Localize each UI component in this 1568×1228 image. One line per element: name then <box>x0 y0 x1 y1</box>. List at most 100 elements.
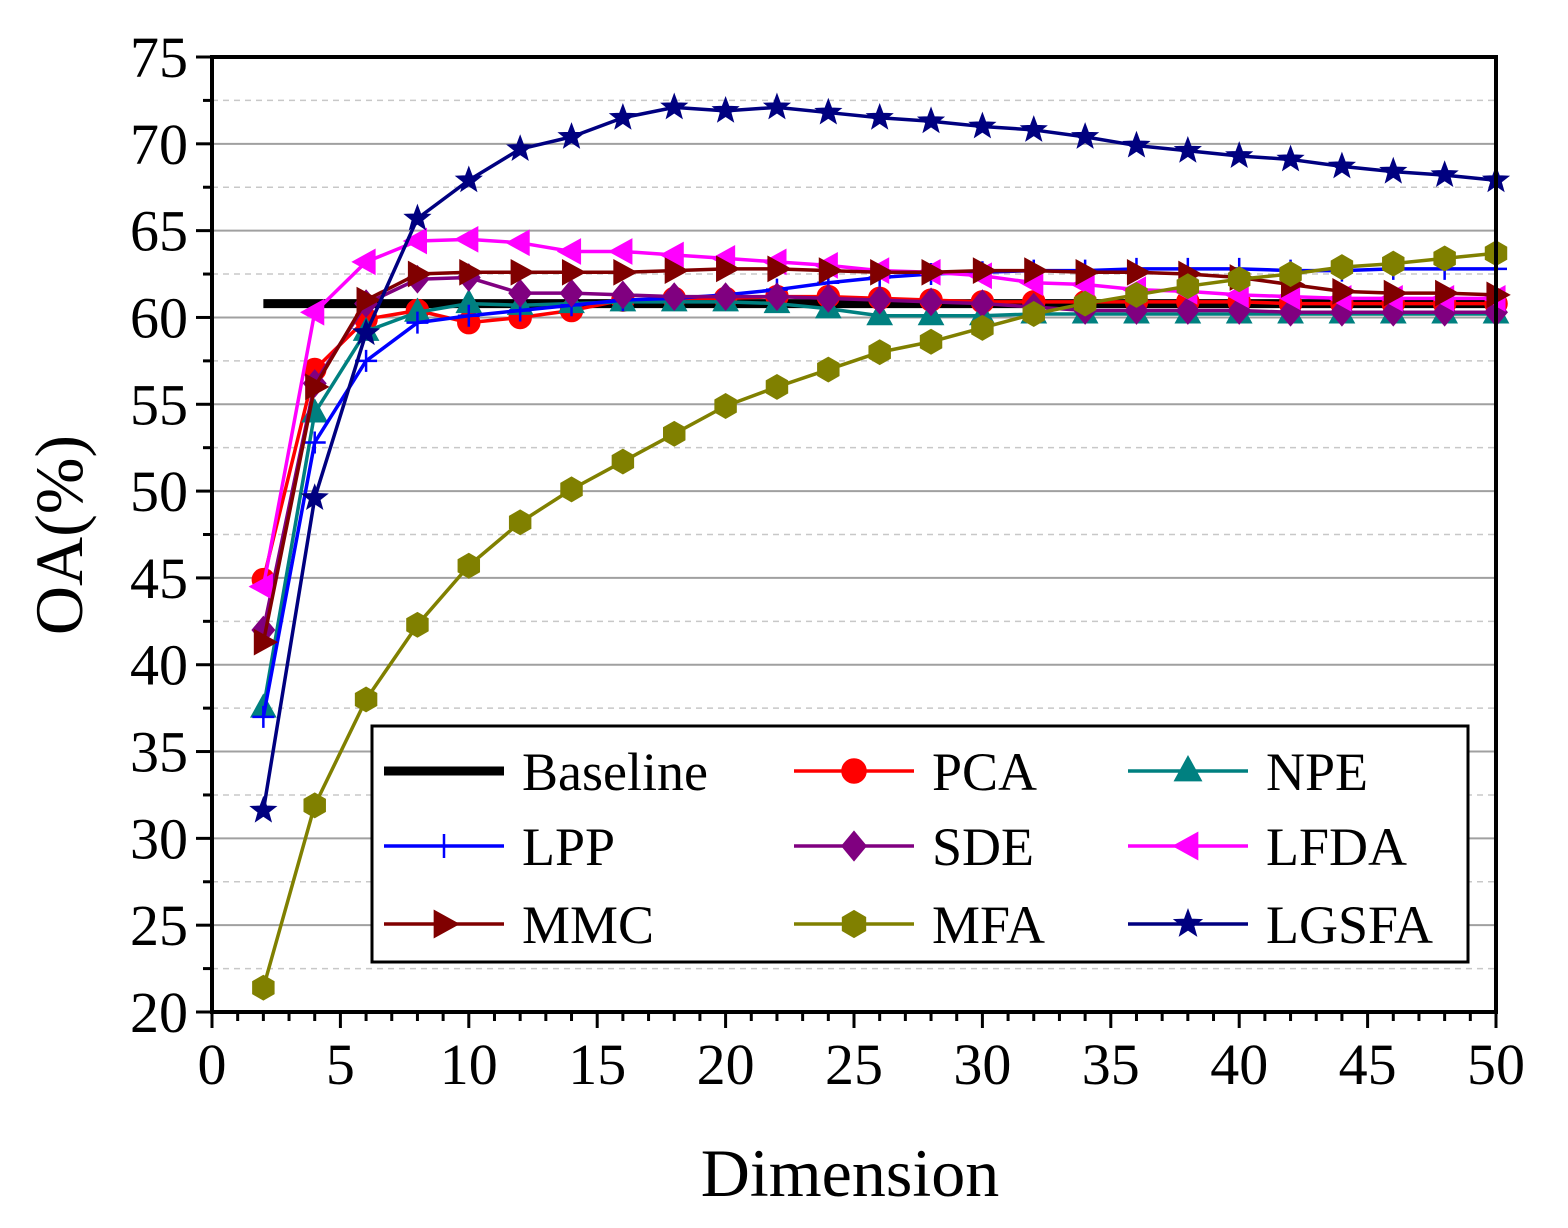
mmc-point <box>356 286 381 314</box>
x-axis-title: Dimension <box>701 1135 999 1211</box>
mmc-point <box>1075 258 1100 286</box>
y-tick-label: 40 <box>130 633 188 698</box>
lgsfa-point <box>1173 135 1202 163</box>
lgsfa-point <box>506 134 535 162</box>
lfda-point <box>505 229 530 257</box>
legend-label-lgsfa: LGSFA <box>1266 895 1433 955</box>
legend-item-lpp: LPP <box>384 817 615 877</box>
sde-point <box>919 287 944 317</box>
mfa-point <box>611 448 635 475</box>
x-tick-label: 25 <box>825 1032 883 1097</box>
mfa-point <box>868 339 891 366</box>
axis-ticks <box>196 55 1498 1028</box>
mfa-point <box>252 974 275 1001</box>
lgsfa-line <box>261 105 1497 811</box>
mfa-point <box>1330 254 1354 281</box>
mfa-point <box>303 792 326 819</box>
legend-label-npe: NPE <box>1266 742 1368 802</box>
mfa-point <box>406 611 429 638</box>
mmc-point <box>767 255 792 283</box>
lfda-point <box>351 248 376 276</box>
legend-marker-mmc <box>433 909 460 939</box>
sde-point <box>508 278 533 308</box>
legend-label-baseline: Baseline <box>522 742 708 802</box>
mfa-point <box>1433 245 1456 272</box>
mfa-point <box>714 393 737 419</box>
mfa-point <box>1279 261 1302 288</box>
mmc-point <box>921 258 946 286</box>
y-tick-label: 60 <box>130 285 188 350</box>
mmc-point <box>972 257 998 284</box>
mmc-point <box>305 373 330 401</box>
lgsfa-point <box>762 92 792 120</box>
sde-point <box>559 278 584 308</box>
mfa-point <box>508 509 532 536</box>
mmc-point <box>870 258 895 286</box>
lgsfa-point <box>1430 160 1459 188</box>
legend-label-lpp: LPP <box>522 817 615 877</box>
x-tick-label: 0 <box>198 1032 227 1097</box>
lgsfa-point <box>1071 122 1100 149</box>
mfa-point <box>1227 266 1251 293</box>
x-tick-label: 5 <box>326 1032 355 1097</box>
mmc-point <box>818 257 844 284</box>
y-tick-label: 35 <box>130 720 188 785</box>
y-axis-title: OA(%) <box>21 435 97 635</box>
x-tick-labels: 0 5 10 15 20 25 30 35 40 45 50 <box>198 1032 1526 1097</box>
legend-item-pca: PCA <box>794 742 1037 802</box>
mfa-point <box>1125 281 1148 308</box>
mmc-point <box>253 628 279 656</box>
lpp-point <box>406 311 429 334</box>
x-tick-label: 10 <box>440 1032 498 1097</box>
lgsfa-point <box>300 483 329 511</box>
sde-point <box>764 282 789 311</box>
x-tick-label: 50 <box>1467 1032 1525 1097</box>
legend-box <box>370 724 1470 964</box>
lgsfa-point <box>1379 156 1408 184</box>
lgsfa-point <box>249 795 278 823</box>
mfa-point <box>1022 301 1045 327</box>
mfa-point <box>817 356 840 383</box>
lfda-point <box>556 238 582 265</box>
legend-marker-lfda <box>1172 831 1199 861</box>
y-tick-label: 55 <box>130 372 188 437</box>
mmc-point <box>1435 279 1460 307</box>
mfa-point <box>919 328 943 355</box>
mmc-point <box>1024 257 1049 284</box>
legend-marker-lpp <box>432 834 456 858</box>
series-lpp <box>252 257 1507 728</box>
lgsfa-point <box>403 203 432 231</box>
y-tick-label: 50 <box>130 459 188 524</box>
mfa-point <box>560 476 583 503</box>
lfda-point <box>299 298 325 326</box>
y-tick-label: 75 <box>130 25 188 90</box>
series-lgsfa <box>249 92 1511 823</box>
legend-marker-mfa <box>841 909 867 939</box>
lfda-point <box>608 238 633 265</box>
lpp-line <box>261 267 1496 718</box>
lgsfa-point <box>814 97 843 125</box>
sde-point <box>816 283 841 313</box>
lgsfa-point <box>865 102 894 130</box>
x-tick-label: 30 <box>953 1032 1011 1097</box>
mmc-point <box>664 257 689 284</box>
legend-label-lfda: LFDA <box>1266 817 1407 877</box>
lgsfa-point <box>660 92 689 120</box>
mmc-point <box>1126 258 1152 286</box>
y-tick-label: 30 <box>130 806 188 871</box>
mmc-point <box>561 258 587 286</box>
legend-marker-lgsfa <box>1172 908 1204 937</box>
sde-point <box>610 280 635 310</box>
legend-label-sde: SDE <box>932 817 1034 877</box>
legend-item-baseline: Baseline <box>384 742 708 802</box>
legend-label-mmc: MMC <box>522 895 654 955</box>
lgsfa-point <box>1019 115 1048 142</box>
legend-marker-sde <box>841 830 867 862</box>
lfda-point <box>248 573 273 600</box>
sde-point <box>867 285 892 315</box>
mmc-point <box>716 255 741 283</box>
legend-marker-npe <box>1173 755 1203 782</box>
lgsfa-point <box>711 96 740 123</box>
mmc-point <box>1383 279 1409 307</box>
